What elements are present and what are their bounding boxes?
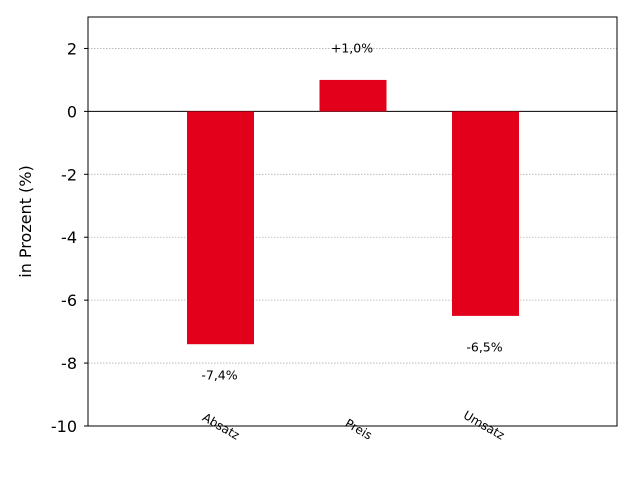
bar <box>319 79 387 112</box>
data-label: -6,5% <box>466 339 502 354</box>
y-tick-label: 2 <box>67 39 77 58</box>
y-axis-ticks: -10 -8 -6 -4 -2 0 2 <box>51 39 88 436</box>
grid-lines <box>88 48 617 364</box>
plot-frame <box>87 16 618 427</box>
y-tick-label: -10 <box>51 417 77 436</box>
y-tick-label: -8 <box>61 354 77 373</box>
bar <box>187 111 254 345</box>
x-axis-categories: Absatz Preis Umsatz <box>200 408 507 443</box>
data-label: +1,0% <box>331 40 373 55</box>
x-category-label: Preis <box>343 416 375 442</box>
y-tick-label: 0 <box>67 102 77 121</box>
data-labels: -7,4% +1,0% -6,5% <box>201 40 502 382</box>
bars <box>187 79 519 345</box>
y-tick-label: -4 <box>61 228 77 247</box>
x-category-label: Umsatz <box>461 408 507 443</box>
y-tick-label: -2 <box>61 165 77 184</box>
y-axis-title: in Prozent (%) <box>16 165 35 277</box>
data-label: -7,4% <box>201 368 237 383</box>
y-tick-label: -6 <box>61 291 77 310</box>
bar <box>452 111 519 316</box>
